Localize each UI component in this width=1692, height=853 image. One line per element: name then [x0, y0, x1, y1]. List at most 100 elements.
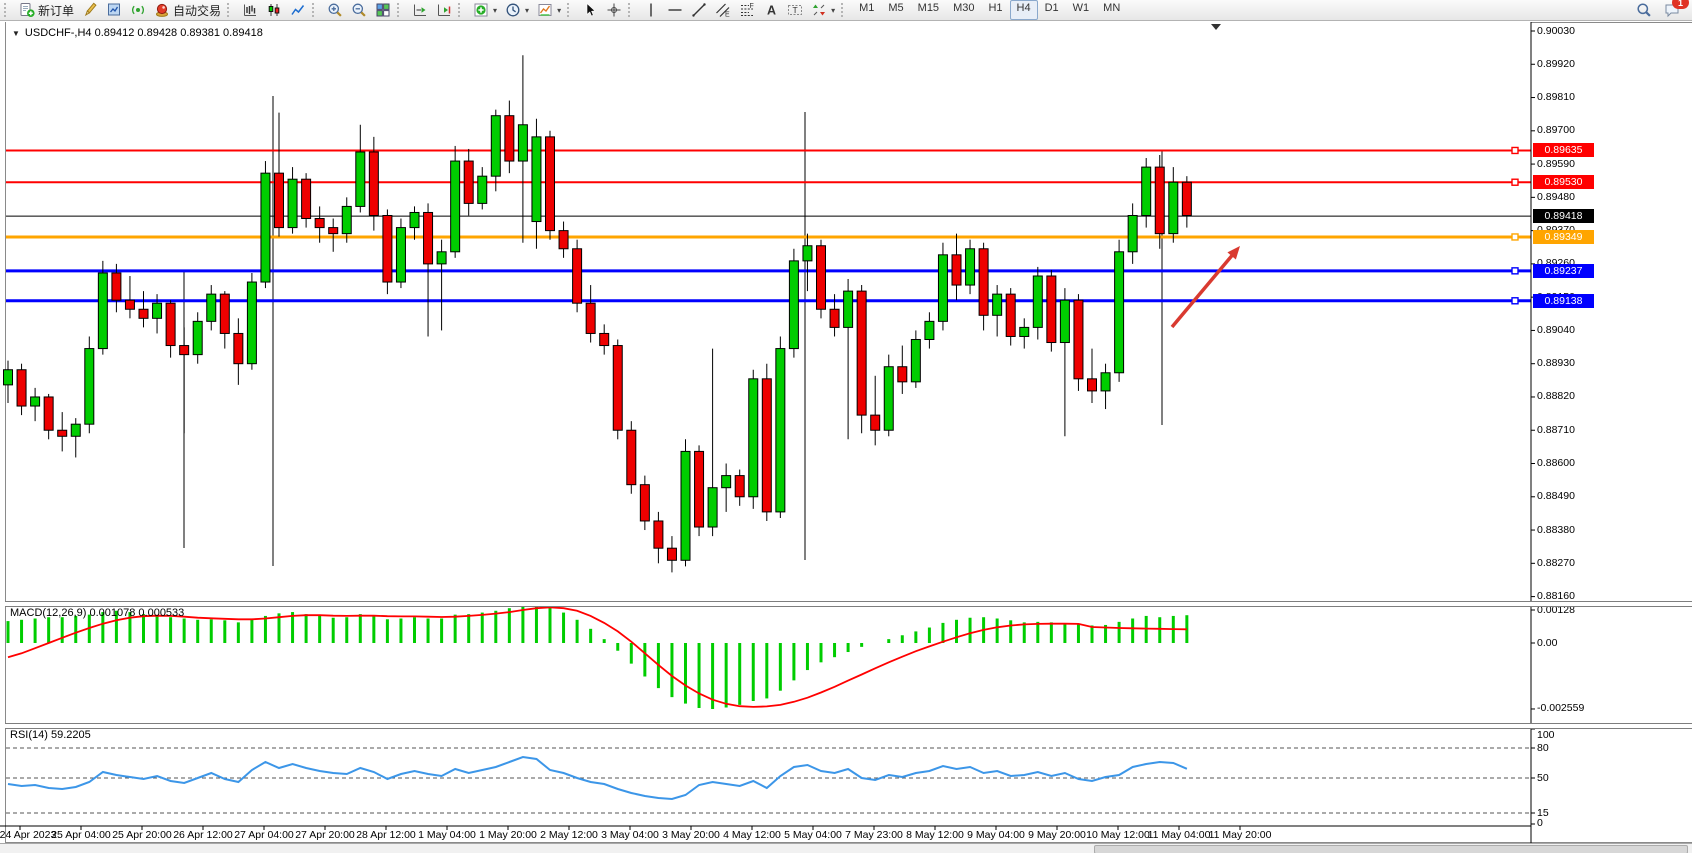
time-axis-label: 9 May 20:00 [1028, 829, 1086, 841]
vline-icon [643, 2, 659, 18]
rsi-pane[interactable] [6, 727, 1531, 826]
toolbar-grip[interactable] [567, 3, 574, 17]
periods-button[interactable]: ▾ [501, 0, 533, 20]
line-chart-button[interactable] [286, 0, 310, 20]
rsi-axis-label: 0 [1537, 817, 1543, 829]
chart-shift-button[interactable] [432, 0, 456, 20]
bar-chart-button[interactable] [238, 0, 262, 20]
label-tool-button[interactable]: T [783, 0, 807, 20]
shift-icon [436, 2, 452, 18]
timeframe-h1-button[interactable]: H1 [988, 2, 1003, 14]
time-axis-label: 25 Apr 20:00 [112, 829, 172, 841]
timeframe-m1-button[interactable]: M1 [859, 2, 875, 14]
templates-dropdown-icon[interactable]: ▾ [557, 5, 562, 15]
toolbar-right-group: 1 [1632, 0, 1690, 20]
periods-dropdown-icon[interactable]: ▾ [525, 5, 530, 15]
timeframe-h4-button[interactable]: H4 [1009, 0, 1038, 20]
arrows-tool-dropdown-icon[interactable]: ▾ [831, 5, 836, 15]
scrollbar-thumb[interactable] [1094, 845, 1688, 853]
candle-body [1019, 326, 1030, 337]
styles-button[interactable] [78, 0, 102, 20]
candle-body [477, 175, 488, 204]
rsi-pane-splitter[interactable] [5, 723, 1692, 729]
time-axis-label: 27 Apr 20:00 [295, 829, 355, 841]
toolbar-grip[interactable] [312, 3, 319, 17]
new-order-button[interactable]: 新订单 [15, 0, 78, 20]
toolbar-grip[interactable] [841, 3, 848, 17]
zoom-out-button[interactable] [347, 0, 371, 20]
crosshair-button[interactable] [602, 0, 626, 20]
indicators-dropdown-icon[interactable]: ▾ [493, 5, 498, 15]
toolbar-grip[interactable] [4, 3, 11, 17]
main-chart-pane[interactable] [6, 22, 1531, 601]
price-axis-label: 0.89040 [1537, 323, 1575, 336]
templates-button[interactable]: ▾ [533, 0, 565, 20]
candle-body [802, 245, 813, 262]
horizontal-scrollbar[interactable] [0, 843, 1692, 853]
indicators-button[interactable]: ▾ [469, 0, 501, 20]
signals-button[interactable] [126, 0, 150, 20]
timeframe-m30-button[interactable]: M30 [953, 2, 975, 14]
candle-body [1073, 299, 1084, 380]
candle-body [138, 308, 149, 319]
hline-handle[interactable] [1511, 267, 1519, 275]
fibonacci-tool-button[interactable]: F [735, 0, 759, 20]
toolbar-grip[interactable] [227, 3, 234, 17]
text-tool-button[interactable]: A [759, 0, 783, 20]
chart-shift-marker[interactable] [1211, 24, 1221, 30]
notifications-button[interactable]: 1 [1660, 0, 1689, 20]
hline-handle[interactable] [1511, 233, 1519, 241]
candle-body [16, 369, 27, 407]
autotrading-button[interactable]: 自动交易 [150, 0, 225, 20]
toolbar-grip[interactable] [628, 3, 635, 17]
profiles-button[interactable] [102, 0, 126, 20]
candle-body [490, 115, 501, 177]
candlestick-chart-button[interactable] [262, 0, 286, 20]
candle-body [775, 348, 786, 513]
horizontal-line-tool-button[interactable] [663, 0, 687, 20]
cursor-button[interactable] [578, 0, 602, 20]
candle-body [897, 366, 908, 383]
vertical-line-tool-button[interactable] [639, 0, 663, 20]
hline-handle[interactable] [1511, 178, 1519, 186]
time-axis-label: 8 May 12:00 [906, 829, 964, 841]
macd-pane-splitter[interactable] [5, 601, 1692, 607]
trend-arrow-head[interactable] [1227, 246, 1240, 260]
timeframe-d1-button[interactable]: D1 [1044, 2, 1059, 14]
price-axis-label: 0.89700 [1537, 124, 1575, 137]
time-axis-label: 25 Apr 04:00 [51, 829, 111, 841]
indicators-icon [473, 2, 489, 18]
toolbar-grip[interactable] [458, 3, 465, 17]
autotrading-icon [154, 2, 170, 18]
linechart-icon [290, 2, 306, 18]
time-axis-label: 5 May 04:00 [784, 829, 842, 841]
tile-windows-button[interactable] [371, 0, 395, 20]
auto-scroll-button[interactable] [408, 0, 432, 20]
candle-body [951, 254, 962, 286]
timeframe-m5-button[interactable]: M5 [888, 2, 904, 14]
candle-body [666, 547, 677, 561]
time-axis-label: 11 May 20:00 [1208, 829, 1272, 841]
time-axis-label: 2 May 12:00 [540, 829, 598, 841]
search-button[interactable] [1632, 0, 1656, 20]
svg-text:E: E [725, 12, 730, 19]
tile-icon [375, 2, 391, 18]
equidistant-channel-tool-button[interactable]: E [711, 0, 735, 20]
toolbar-grip[interactable] [397, 3, 404, 17]
hline-handle[interactable] [1511, 297, 1519, 305]
hline-handle[interactable] [1511, 146, 1519, 155]
macd-pane[interactable] [6, 605, 1531, 723]
timeframe-m15-button[interactable]: M15 [917, 2, 940, 14]
timeframe-w1-button[interactable]: W1 [1072, 2, 1090, 14]
candle-body [84, 348, 95, 425]
time-axis-label: 7 May 23:00 [845, 829, 903, 841]
collapse-chart-icon[interactable]: ▼ [12, 28, 20, 38]
time-axis-label: 9 May 04:00 [967, 829, 1025, 841]
timeframe-mn-button[interactable]: MN [1103, 2, 1121, 14]
zoom-in-button[interactable] [323, 0, 347, 20]
trendline-tool-button[interactable] [687, 0, 711, 20]
trend-arrow-line[interactable] [1170, 252, 1235, 329]
candle-body [761, 378, 772, 513]
arrows-tool-button[interactable]: ▾ [807, 0, 839, 20]
